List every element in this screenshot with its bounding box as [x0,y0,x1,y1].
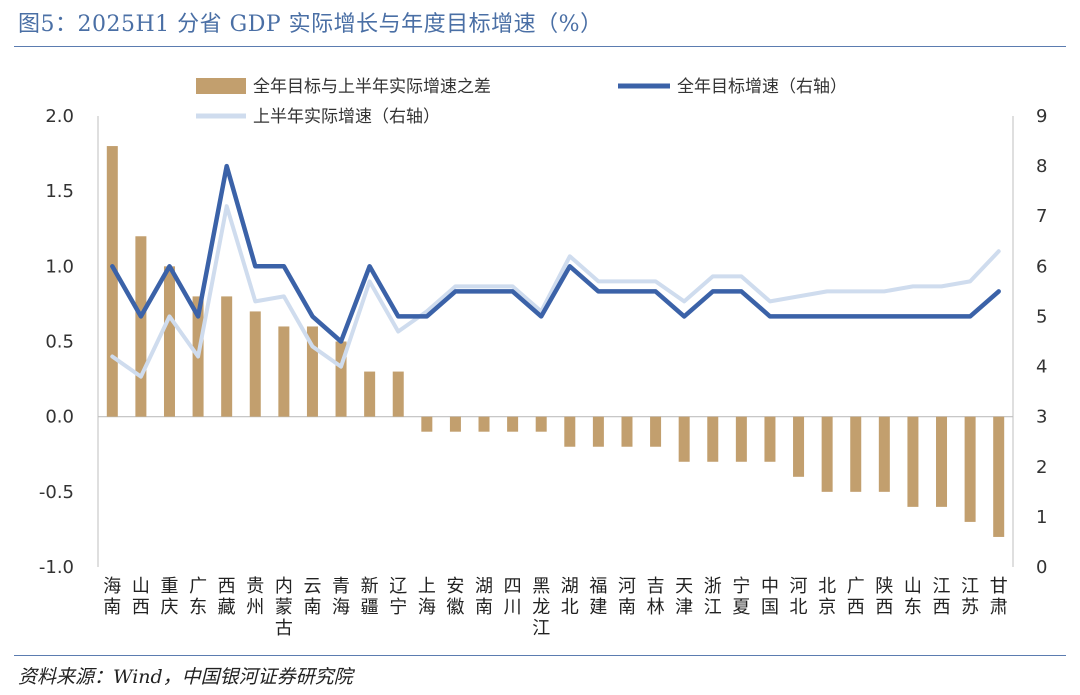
category-label: 黑龙江 [532,576,550,639]
bar-mark [878,416,890,492]
bar-mark [221,296,233,417]
category-label: 湖北 [561,576,579,618]
legend-label-target: 全年目标增速（右轴） [677,77,847,97]
category-label: 陕西 [875,576,893,618]
category-label: 河南 [618,576,636,618]
chart-title: 图5：2025H1 分省 GDP 实际增长与年度目标增速（%） [18,12,603,37]
bar-mark [249,311,261,417]
bar-mark [592,416,604,447]
category-label: 广西 [847,576,865,618]
footer-divider [14,655,1066,656]
category-label: 西藏 [218,576,236,618]
category-label: 山东 [904,576,922,618]
bar-mark [650,416,662,447]
category-label: 湖南 [475,576,493,618]
bar-mark [306,326,318,417]
bar-mark [507,416,519,432]
left-axis-tick-label: -1.0 [39,557,74,578]
bar-mark [364,371,376,417]
left-axis-tick-label: 2.0 [45,106,74,127]
category-label: 安徽 [446,576,464,618]
legend-swatch-bar [196,78,246,94]
h1-growth-line [110,204,1001,379]
bar-mark [449,416,461,432]
category-label: 四川 [504,576,522,618]
right-axis-tick-label: 6 [1036,256,1047,277]
bar-mark [135,236,147,417]
bar-mark [535,416,547,432]
category-label: 天津 [675,576,693,618]
bar-mark [993,416,1005,537]
bar-mark [278,326,290,417]
category-label: 江苏 [961,576,979,618]
bar-mark [106,146,118,417]
left-axis-tick-label: 0.5 [45,332,74,353]
category-label: 甘肃 [990,576,1008,618]
bar-mark [478,416,490,432]
right-axis-tick-label: 0 [1036,557,1047,578]
category-label: 山西 [132,576,150,618]
category-label: 宁夏 [732,576,750,618]
source-note: 资料来源：Wind，中国银河证券研究院 [18,666,353,688]
right-axis-tick-label: 2 [1036,457,1047,478]
category-label: 海南 [103,576,121,618]
category-label: 广东 [189,576,207,618]
category-label: 新疆 [361,576,379,618]
category-label: 北京 [818,576,836,618]
legend-label-h1: 上半年实际增速（右轴） [253,107,440,127]
bar-mark [735,416,747,462]
bar-mark [936,416,948,507]
bar-mark [163,266,175,417]
category-label: 福建 [589,576,607,618]
title-divider [14,46,1066,47]
category-label: 重庆 [160,576,178,618]
category-label: 河北 [790,576,808,618]
bar-mark [335,341,347,417]
bar-mark [821,416,833,492]
right-axis-tick-label: 3 [1036,407,1047,428]
bar-mark [907,416,919,507]
target-growth-line [110,163,1001,344]
right-axis-tick-label: 8 [1036,156,1047,177]
bar-mark [421,416,433,432]
bar-mark [793,416,805,477]
bar-mark [621,416,633,447]
category-label: 云南 [303,576,321,618]
right-axis-tick-label: 9 [1036,106,1047,127]
bar-mark [764,416,776,462]
category-label: 江西 [933,576,951,618]
bar-mark [678,416,690,462]
category-label: 内蒙古 [275,576,293,639]
right-axis-tick-label: 4 [1036,357,1047,378]
bar-mark [707,416,719,462]
right-axis-tick-label: 7 [1036,206,1047,227]
category-label: 辽宁 [389,576,407,618]
bar-mark [964,416,976,522]
category-label: 中国 [761,576,779,618]
bar-mark [850,416,862,492]
left-axis-tick-label: -0.5 [39,482,74,503]
category-label: 青海 [332,576,350,618]
category-label: 上海 [418,576,436,618]
left-axis-tick-label: 1.0 [45,256,74,277]
bar-mark [564,416,576,447]
category-label: 吉林 [647,576,665,618]
bar-mark [392,371,404,417]
right-axis-tick-label: 1 [1036,507,1047,528]
category-label: 浙江 [704,576,722,618]
legend-label-bar: 全年目标与上半年实际增速之差 [253,77,491,97]
category-label: 贵州 [246,576,264,618]
left-axis-tick-label: 0.0 [45,407,74,428]
left-axis-tick-label: 1.5 [45,181,74,202]
right-axis-tick-label: 5 [1036,306,1047,327]
